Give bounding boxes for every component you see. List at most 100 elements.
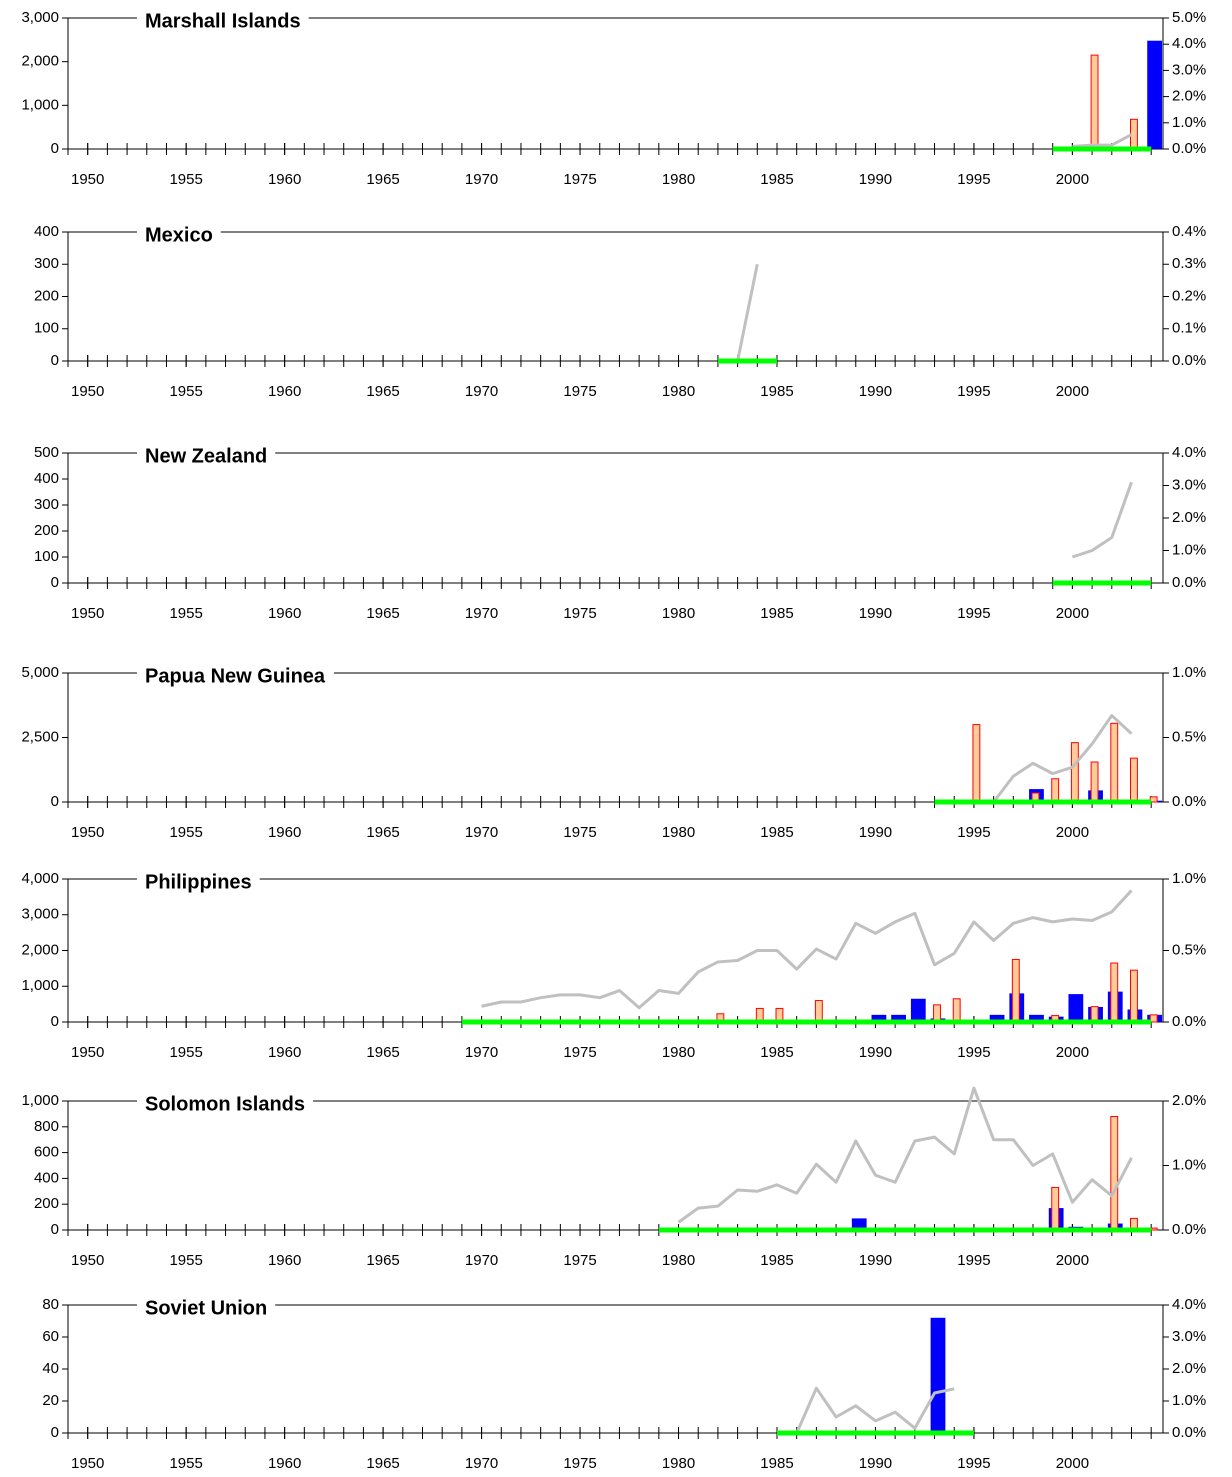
bar <box>1068 994 1084 1022</box>
y2-tick-label: 4.0% <box>1172 35 1206 52</box>
x-tick-label: 1960 <box>268 605 301 622</box>
y2-tick-label: 4.0% <box>1172 444 1206 461</box>
bar <box>891 1014 906 1022</box>
x-tick-label: 2000 <box>1056 383 1089 400</box>
x-tick-label: 1985 <box>760 171 793 188</box>
y2-tick-label: 1.0% <box>1172 664 1206 681</box>
x-tick-label: 1955 <box>169 1455 202 1472</box>
x-tick-label: 1980 <box>662 383 695 400</box>
x-tick-label: 1970 <box>465 1044 498 1061</box>
y2-tick-label: 0.0% <box>1172 574 1206 591</box>
x-tick-label: 1970 <box>465 824 498 841</box>
x-tick-label: 1975 <box>563 605 596 622</box>
bar <box>972 724 981 803</box>
y-tick-label: 3,000 <box>21 9 59 26</box>
x-tick-label: 1965 <box>366 1044 399 1061</box>
x-tick-label: 1970 <box>465 1252 498 1269</box>
x-tick-label: 1970 <box>465 1455 498 1472</box>
y-tick-label: 0 <box>51 140 59 157</box>
bar <box>1090 761 1099 803</box>
y-tick-label: 1,000 <box>21 977 59 994</box>
y-tick-label: 0 <box>51 352 59 369</box>
x-tick-label: 1960 <box>268 824 301 841</box>
y2-tick-label: 0.4% <box>1172 223 1206 240</box>
y-tick-label: 2,000 <box>21 941 59 958</box>
x-tick-label: 1965 <box>366 383 399 400</box>
y-tick-label: 4,000 <box>21 870 59 887</box>
line <box>973 714 1133 804</box>
y2-tick-label: 0.2% <box>1172 287 1206 304</box>
x-tick-label: 1995 <box>957 1455 990 1472</box>
x-tick-label: 1965 <box>366 605 399 622</box>
bar <box>871 1014 887 1022</box>
x-tick-label: 1975 <box>563 1044 596 1061</box>
y2-tick-label: 1.0% <box>1172 114 1206 131</box>
bar <box>1130 757 1138 803</box>
y-tick-label: 200 <box>34 522 59 539</box>
panel: 0 2,500 5,000 0.0% 0.5% 1.0% 1950 1955 1960 1965 1… <box>21 664 1206 841</box>
bar <box>933 1004 941 1023</box>
x-tick-label: 1975 <box>563 1455 596 1472</box>
x-tick-label: 1985 <box>760 1044 793 1061</box>
x-tick-label: 1995 <box>957 1044 990 1061</box>
y2-tick-label: 0.0% <box>1172 140 1206 157</box>
y-tick-label: 80 <box>42 1296 59 1313</box>
x-tick-label: 1950 <box>71 1044 104 1061</box>
x-tick-label: 1975 <box>563 171 596 188</box>
y2-tick-label: 3.0% <box>1172 1328 1206 1345</box>
panel-title: Philippines <box>145 871 252 893</box>
y2-tick-label: 0.5% <box>1172 728 1206 745</box>
bar <box>1029 1014 1044 1022</box>
y2-tick-label: 3.0% <box>1172 476 1206 493</box>
x-tick-label: 2000 <box>1056 1455 1089 1472</box>
y-tick-label: 400 <box>34 223 59 240</box>
line <box>795 1386 955 1434</box>
y2-tick-label: 0.0% <box>1172 1424 1206 1441</box>
bar <box>1011 958 1020 1023</box>
y-tick-label: 300 <box>34 496 59 513</box>
y2-tick-label: 4.0% <box>1172 1296 1206 1313</box>
x-tick-label: 1955 <box>169 383 202 400</box>
x-tick-label: 1975 <box>563 383 596 400</box>
panel: 0 20 40 60 80 0.0% 1.0% 2.0% 3.0% 4.0% 1950 1955 196… <box>42 1296 1206 1472</box>
bar <box>1070 742 1079 803</box>
bar <box>1149 1014 1158 1023</box>
x-tick-label: 1985 <box>760 1455 793 1472</box>
x-tick-label: 1970 <box>465 383 498 400</box>
bar <box>952 998 961 1023</box>
x-tick-label: 1965 <box>366 1252 399 1269</box>
bar <box>930 1317 946 1433</box>
y2-tick-label: 2.0% <box>1172 509 1206 526</box>
x-tick-label: 1985 <box>760 605 793 622</box>
y2-tick-label: 1.0% <box>1172 870 1206 887</box>
panel-title: Mexico <box>145 224 213 246</box>
y2-tick-label: 0.0% <box>1172 793 1206 810</box>
y-tick-label: 800 <box>34 1118 59 1135</box>
title-background <box>137 1093 314 1116</box>
panel: 0 200 400 600 800 1,000 0.0% 1.0% 2.0% 1950 1955 19… <box>21 1086 1206 1269</box>
title-background <box>137 10 309 33</box>
panel: 0 100 200 300 400 500 0.0% 1.0% 2.0% 3.0% 4.0% 1950… <box>34 444 1206 622</box>
y2-tick-label: 3.0% <box>1172 61 1206 78</box>
y-tick-label: 200 <box>34 1195 59 1212</box>
y2-tick-label: 2.0% <box>1172 88 1206 105</box>
bar <box>1147 40 1163 149</box>
y2-tick-label: 0.0% <box>1172 1013 1206 1030</box>
x-tick-label: 1950 <box>71 171 104 188</box>
panel: 0 100 200 300 400 0.0% 0.1% 0.2% 0.3% 0.4% 1950 195… <box>34 223 1206 400</box>
bar <box>1051 1186 1060 1231</box>
x-tick-label: 1985 <box>760 1252 793 1269</box>
x-tick-label: 2000 <box>1056 824 1089 841</box>
x-tick-label: 1960 <box>268 1455 301 1472</box>
x-tick-label: 1950 <box>71 1252 104 1269</box>
x-tick-label: 1960 <box>268 1044 301 1061</box>
x-tick-label: 1990 <box>859 383 892 400</box>
y-tick-label: 100 <box>34 320 59 337</box>
title-background <box>137 445 276 468</box>
y2-tick-label: 5.0% <box>1172 9 1206 26</box>
x-tick-label: 1995 <box>957 171 990 188</box>
x-tick-label: 2000 <box>1056 605 1089 622</box>
y-tick-label: 40 <box>42 1360 59 1377</box>
title-background <box>137 665 334 688</box>
